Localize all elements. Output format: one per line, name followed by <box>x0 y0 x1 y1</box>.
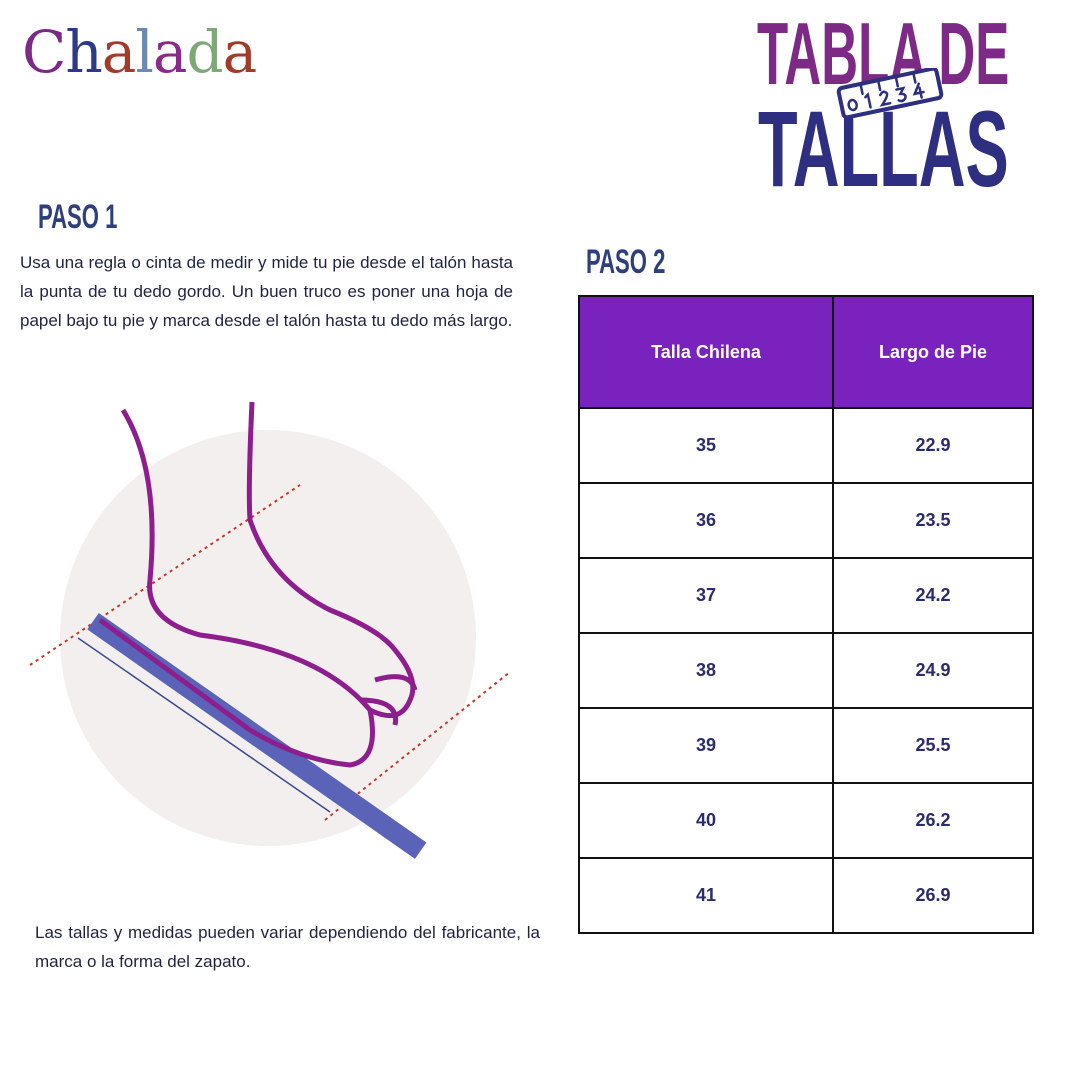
size-cell: 36 <box>578 482 834 559</box>
table-row: 37 24.2 <box>578 557 1034 634</box>
foot-length-cell: 23.5 <box>832 482 1034 559</box>
disclaimer-note: Las tallas y medidas pueden variar depen… <box>35 923 540 971</box>
logo-letter: a <box>101 18 137 86</box>
step1-text: Usa una regla o cinta de medir y mide tu… <box>20 253 513 330</box>
logo-letter: a <box>222 18 258 86</box>
table-row: 36 23.5 <box>578 482 1034 559</box>
table-row: 35 22.9 <box>578 407 1034 484</box>
foot-length-cell: 24.9 <box>832 632 1034 709</box>
logo-letter: a <box>152 18 188 86</box>
size-cell: 38 <box>578 632 834 709</box>
size-cell: 40 <box>578 782 834 859</box>
foot-length-cell: 26.2 <box>832 782 1034 859</box>
foot-length-cell: 22.9 <box>832 407 1034 484</box>
size-cell: 37 <box>578 557 834 634</box>
size-cell: 39 <box>578 707 834 784</box>
step1-heading: PASO 1 <box>38 198 118 236</box>
logo-letter: C <box>22 18 66 86</box>
table-row: 40 26.2 <box>578 782 1034 859</box>
table-row: 39 25.5 <box>578 707 1034 784</box>
title-line-2: TALLAS <box>758 88 1009 209</box>
size-cell: 35 <box>578 407 834 484</box>
chalada-logo: Chalada <box>22 18 258 86</box>
step2-heading: PASO 2 <box>586 243 666 281</box>
table-row: 38 24.9 <box>578 632 1034 709</box>
table-row: 41 26.9 <box>578 857 1034 934</box>
foot-length-cell: 26.9 <box>832 857 1034 934</box>
size-table: Talla Chilena Largo de Pie 35 22.9 36 23.5 3… <box>578 295 1034 934</box>
ruler-icon <box>836 68 944 118</box>
foot-measure-illustration <box>29 401 511 859</box>
header-size: Talla Chilena <box>578 295 834 409</box>
logo-letter: d <box>186 18 224 86</box>
header-length: Largo de Pie <box>832 295 1034 409</box>
foot-length-cell: 25.5 <box>832 707 1034 784</box>
logo-letter: h <box>65 18 102 86</box>
logo-letter: l <box>135 18 154 86</box>
foot-length-cell: 24.2 <box>832 557 1034 634</box>
size-cell: 41 <box>578 857 834 934</box>
